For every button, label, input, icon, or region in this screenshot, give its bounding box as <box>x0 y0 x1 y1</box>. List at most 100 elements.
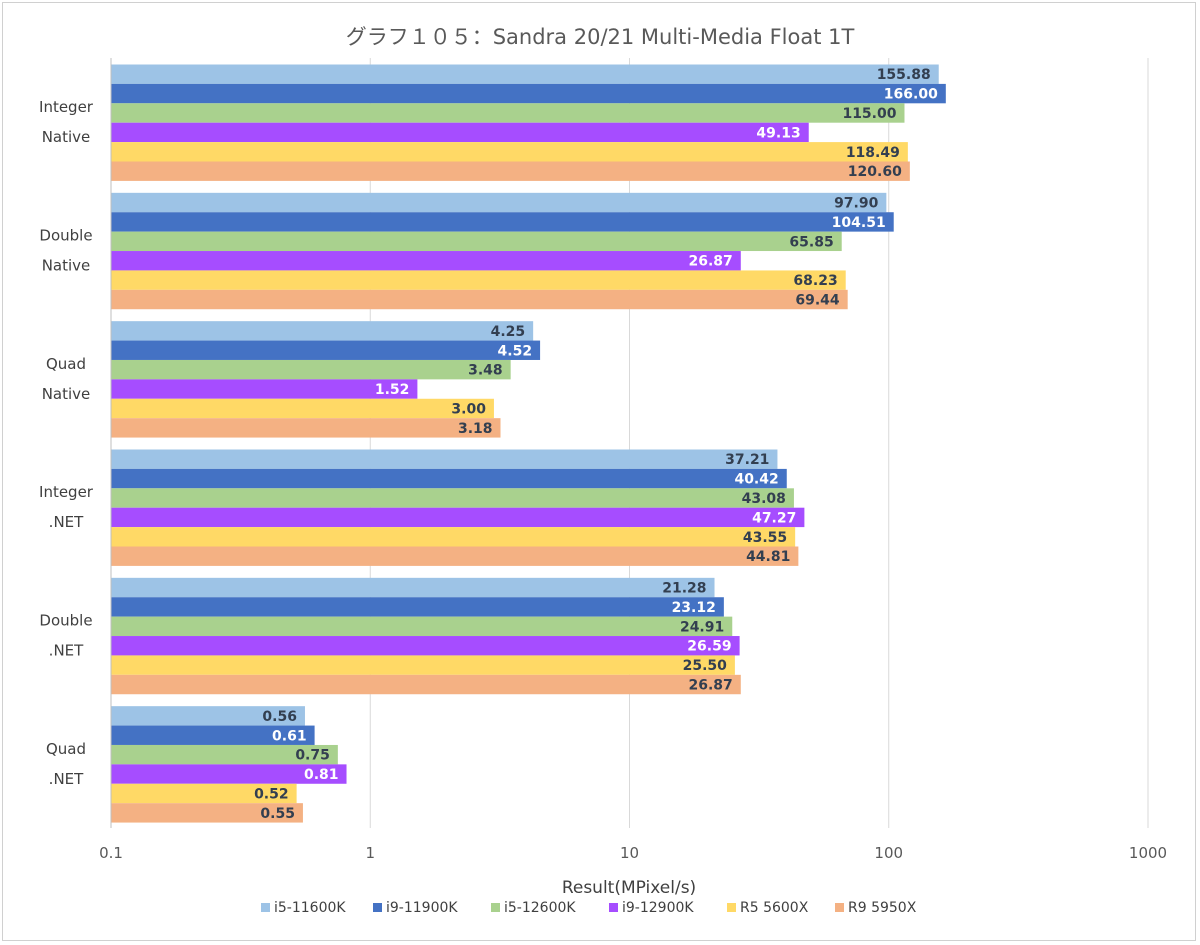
bar <box>111 270 846 290</box>
legend-label: R9 5950X <box>848 900 917 916</box>
data-label: 26.87 <box>688 678 732 694</box>
x-axis-title: Result(MPixel/s) <box>562 878 696 898</box>
gridlines <box>369 58 1149 828</box>
bar <box>111 803 303 823</box>
data-label: 25.50 <box>683 658 728 674</box>
data-label: 43.55 <box>743 530 787 546</box>
data-label: 118.49 <box>846 145 900 161</box>
category-label-line1: Integer <box>39 98 94 116</box>
category-label-line2: Native <box>42 128 91 146</box>
bar <box>111 636 740 656</box>
bar <box>111 122 809 143</box>
data-label: 24.91 <box>680 619 724 635</box>
bar <box>111 527 796 547</box>
category-label-line2: .NET <box>49 770 84 788</box>
category-label-line1: Integer <box>39 483 94 501</box>
legend-swatch <box>373 903 382 912</box>
bar <box>111 212 894 232</box>
bar <box>111 340 541 360</box>
legend-label: i9-11900K <box>386 900 458 916</box>
data-label: 68.23 <box>793 273 837 289</box>
bar <box>111 655 735 675</box>
bar <box>111 488 794 508</box>
x-tick-label: 10 <box>620 844 639 862</box>
data-label: 3.00 <box>451 401 486 417</box>
bar <box>111 398 494 419</box>
legend-swatch <box>835 903 844 912</box>
legend-swatch <box>261 903 270 912</box>
data-label: 97.90 <box>834 196 879 212</box>
data-label: 26.87 <box>688 254 732 270</box>
bar <box>111 546 799 566</box>
bar <box>111 764 347 784</box>
category-label-line1: Quad <box>46 355 86 373</box>
bar <box>111 616 733 637</box>
category-label-line1: Double <box>39 227 92 245</box>
bar <box>111 706 305 726</box>
data-label: 0.56 <box>262 709 297 725</box>
data-label: 23.12 <box>672 600 716 616</box>
bar <box>111 83 946 104</box>
category-label-line2: Native <box>42 257 91 275</box>
legend-label: i9-12900K <box>622 900 694 916</box>
bar <box>111 577 715 598</box>
data-label: 120.60 <box>848 164 902 180</box>
bar <box>111 507 805 528</box>
legend: i5-11600K i9-11900K i5-12600K i9-12900K R5 5… <box>261 900 917 916</box>
bar <box>111 418 501 438</box>
bar <box>111 251 741 271</box>
bar <box>111 321 534 341</box>
data-label: 43.08 <box>742 491 786 507</box>
category-label-line1: Quad <box>46 740 86 758</box>
category-label-line2: Native <box>42 385 91 403</box>
category-label-line1: Double <box>39 612 92 630</box>
data-label: 0.52 <box>254 786 289 802</box>
data-label: 49.13 <box>756 125 800 141</box>
bar <box>111 783 297 804</box>
legend-label: i5-12600K <box>504 900 576 916</box>
bar <box>111 161 910 181</box>
axes: 0.1 1 10 100 1000 Integer Native Double Native Qu… <box>39 58 1167 862</box>
bar <box>111 597 724 617</box>
category-label-line2: .NET <box>49 513 84 531</box>
bar <box>111 379 418 399</box>
x-tick-label: 100 <box>874 844 903 862</box>
chart-title: グラフ１０５：Sandra 20/21 Multi-Media Float 1T <box>346 25 855 49</box>
bar <box>111 64 939 84</box>
data-label: 104.51 <box>832 215 886 231</box>
bar <box>111 103 905 123</box>
data-label: 69.44 <box>795 293 840 309</box>
legend-swatch <box>609 903 618 912</box>
data-label: 4.25 <box>491 324 526 340</box>
data-label: 0.55 <box>260 806 295 822</box>
data-label: 47.27 <box>752 510 796 526</box>
bar <box>111 142 908 162</box>
x-tick-label: 1000 <box>1129 844 1167 862</box>
legend-label: R5 5600X <box>740 900 809 916</box>
data-label: 4.52 <box>498 343 533 359</box>
legend-swatch <box>491 903 500 912</box>
data-label: 26.59 <box>687 639 731 655</box>
bar <box>111 744 338 765</box>
data-label: 0.61 <box>272 728 307 744</box>
category-label-line2: .NET <box>49 642 84 660</box>
data-label: 155.88 <box>877 67 931 83</box>
bar <box>111 468 787 489</box>
data-label: 37.21 <box>725 452 769 468</box>
data-label: 3.18 <box>458 421 493 437</box>
bar <box>111 674 741 695</box>
legend-label: i5-11600K <box>274 900 346 916</box>
data-label: 115.00 <box>842 106 896 122</box>
bar <box>111 231 842 252</box>
data-label: 0.81 <box>304 767 339 783</box>
bar <box>111 725 315 745</box>
data-labels: 155.88 166.00 115.00 49.13 118.49 120.60 97.90… <box>254 67 938 822</box>
data-label: 65.85 <box>789 234 833 250</box>
x-tick-label: 0.1 <box>99 844 123 862</box>
bar <box>111 192 887 213</box>
data-label: 40.42 <box>734 472 778 488</box>
data-label: 0.75 <box>295 748 330 764</box>
data-label: 1.52 <box>375 382 410 398</box>
